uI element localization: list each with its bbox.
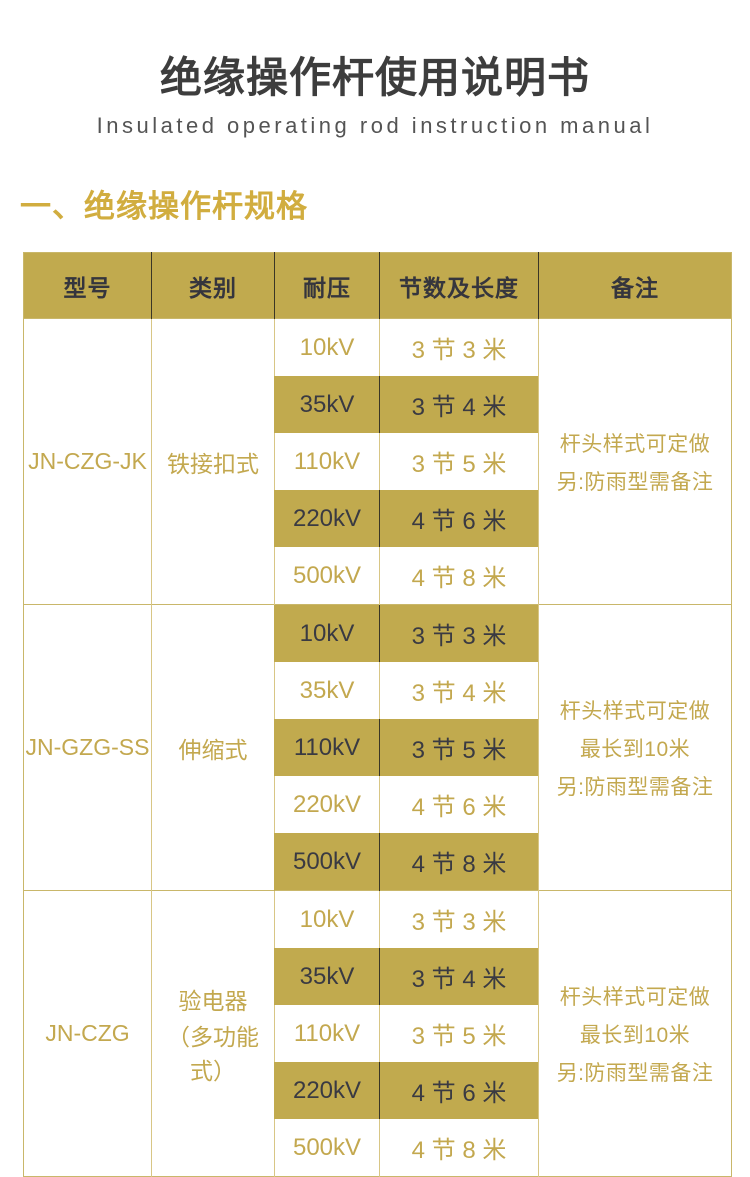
table-row: 500kV 4 节 8 米 (24, 833, 732, 891)
length-cell: 3 节 5 米 (379, 433, 539, 490)
remark-line: 杆头样式可定做 (559, 432, 711, 456)
length-cell: 3 节 5 米 (379, 719, 539, 776)
model-cell: JN-CZG-JK (23, 318, 152, 605)
table-row: 220kV 4 节 6 米 (24, 490, 732, 547)
column-header-0: 型号 (23, 252, 152, 319)
column-header-4: 备注 (538, 252, 732, 319)
category-cell: 验电器 （多功能式） (151, 890, 275, 1177)
length-cell: 4 节 6 米 (379, 490, 539, 547)
voltage-cell: 35kV (274, 662, 380, 719)
length-cell: 4 节 6 米 (379, 776, 539, 833)
length-cell: 3 节 4 米 (379, 948, 539, 1005)
remark-line: 另:防雨型需备注 (556, 470, 714, 494)
voltage-cell: 500kV (274, 833, 380, 891)
remark-line: 杆头样式可定做 (559, 985, 711, 1009)
table-row: JN-GZG-SS 伸缩式 10kV 3 节 3 米杆头样式可定做 最长到10米 另:防雨… (23, 604, 732, 891)
spec-table: 型号 类别 耐压 节数及长度 备注 JN-CZG-JK 铁接扣式 10kV 3 节 3 米杆头… (23, 252, 732, 1177)
length-cell: 4 节 8 米 (379, 833, 539, 891)
voltage-cell: 110kV (274, 1005, 380, 1062)
section-heading: 一、绝缘操作杆规格 (20, 189, 308, 224)
remark-line: 另:防雨型需备注 (556, 1061, 714, 1085)
remark-cell: 杆头样式可定做 最长到10米 另:防雨型需备注 (538, 604, 732, 891)
voltage-cell: 110kV (274, 719, 380, 776)
remark-line: 杆头样式可定做 (559, 699, 711, 723)
model-cell: JN-GZG-SS (23, 604, 152, 891)
length-cell: 3 节 3 米 (379, 604, 539, 662)
table-row: JN-CZG 验电器 （多功能式） 10kV 3 节 3 米杆头样式可定做 最长到10米另… (23, 890, 732, 1177)
table-row: 110kV 3 节 5 米 (24, 1005, 732, 1062)
remark-line: 另:防雨型需备注 (556, 775, 714, 799)
voltage-cell: 220kV (274, 776, 380, 833)
voltage-cell: 10kV (274, 318, 380, 376)
voltage-cell: 35kV (274, 376, 380, 433)
voltage-cell: 220kV (274, 1062, 380, 1119)
remark-cell: 杆头样式可定做 最长到10米 另:防雨型需备注 (538, 890, 732, 1177)
table-row: 35kV 3 节 4 米 (24, 376, 732, 433)
table-row: 220kV 4 节 6 米 (24, 1062, 732, 1119)
category-line: 伸缩式 (178, 736, 248, 763)
column-header-1: 类别 (151, 252, 275, 319)
page-title: 绝缘操作杆使用说明书 (159, 54, 590, 101)
category-cell: 伸缩式 (151, 604, 275, 891)
remark-line: 最长到10米 (579, 737, 691, 761)
category-cell: 铁接扣式 (151, 318, 275, 605)
category-line: 铁接扣式 (167, 450, 259, 477)
voltage-cell: 10kV (274, 604, 380, 662)
length-cell: 3 节 5 米 (379, 1005, 539, 1062)
table-row: 110kV 3 节 5 米 (24, 433, 732, 490)
table-row: 220kV 4 节 6 米 (24, 776, 732, 833)
voltage-cell: 35kV (274, 948, 380, 1005)
table-row: 35kV 3 节 4 米 (24, 662, 732, 719)
voltage-cell: 110kV (274, 433, 380, 490)
voltage-cell: 500kV (274, 1119, 380, 1177)
spec-table-body: JN-CZG-JK 铁接扣式 10kV 3 节 3 米杆头样式可定做 另:防雨型需备注 3… (23, 318, 732, 1177)
length-cell: 3 节 4 米 (379, 662, 539, 719)
column-header-3: 节数及长度 (379, 252, 539, 319)
table-row: 110kV 3 节 5 米 (24, 719, 732, 776)
length-cell: 3 节 3 米 (379, 890, 539, 948)
category-line: 验电器 (178, 987, 248, 1014)
length-cell: 4 节 8 米 (379, 1119, 539, 1177)
category-line: （多功能式） (167, 1023, 259, 1084)
voltage-cell: 500kV (274, 547, 380, 605)
spec-table-head: 型号 类别 耐压 节数及长度 备注 (23, 252, 732, 319)
table-row: 500kV 4 节 8 米 (24, 547, 732, 605)
length-cell: 4 节 8 米 (379, 547, 539, 605)
model-cell: JN-CZG (23, 890, 152, 1177)
voltage-cell: 220kV (274, 490, 380, 547)
table-row: 35kV 3 节 4 米 (24, 948, 732, 1005)
length-cell: 4 节 6 米 (379, 1062, 539, 1119)
length-cell: 3 节 3 米 (379, 318, 539, 376)
voltage-cell: 10kV (274, 890, 380, 948)
column-header-2: 耐压 (274, 252, 380, 319)
remark-cell: 杆头样式可定做 另:防雨型需备注 (538, 318, 732, 605)
page-subtitle: Insulated operating rod instruction manu… (96, 113, 654, 138)
length-cell: 3 节 4 米 (379, 376, 539, 433)
table-row: JN-CZG-JK 铁接扣式 10kV 3 节 3 米杆头样式可定做 另:防雨型需备注 (23, 318, 732, 605)
remark-line: 最长到10米 (579, 1023, 691, 1047)
table-header-row: 型号 类别 耐压 节数及长度 备注 (23, 252, 732, 319)
